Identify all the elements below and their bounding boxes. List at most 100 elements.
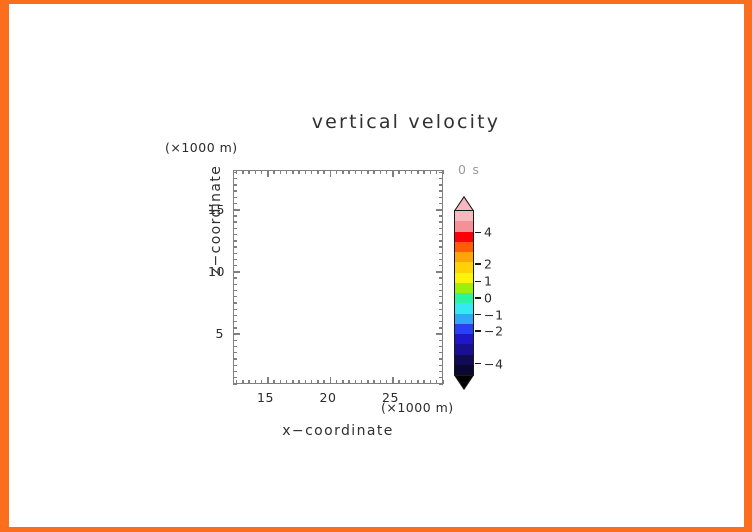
x-axis-minor-tick (398, 170, 400, 174)
y-axis-minor-tick (233, 277, 237, 279)
y-axis-minor-tick (233, 302, 237, 304)
colorbar-band (455, 354, 473, 365)
x-axis-minor-tick (385, 170, 388, 174)
y-axis-tick-label: 10 (208, 264, 226, 280)
y-axis-minor-tick (439, 277, 443, 279)
y-axis-unit-label: (×1000 m) (165, 140, 238, 155)
y-axis-minor-tick (233, 364, 237, 366)
y-axis-minor-tick (439, 320, 443, 323)
x-axis-minor-tick (385, 380, 388, 384)
x-axis-minor-tick (273, 170, 275, 174)
x-axis-minor-tick (379, 380, 382, 384)
x-axis-major-tick (392, 377, 394, 384)
x-axis-major-tick (329, 377, 332, 384)
x-axis-minor-tick (404, 170, 407, 174)
x-axis-tick-label: 15 (257, 390, 275, 405)
y-axis-minor-tick (233, 376, 237, 379)
y-axis-minor-tick (439, 302, 443, 304)
colorbar-tick-label: 1 (484, 273, 493, 289)
colorbar-tick-label: −2 (484, 323, 504, 339)
colorbar-tick (475, 297, 481, 299)
x-axis-minor-tick (323, 170, 325, 174)
y-axis-minor-tick (439, 327, 443, 329)
x-axis-minor-tick (367, 380, 369, 384)
y-axis-major-tick (436, 333, 443, 336)
x-axis-minor-tick (310, 170, 313, 174)
y-axis-minor-tick (439, 202, 443, 205)
x-axis-minor-tick (298, 380, 300, 384)
colorbar-tick (475, 362, 481, 365)
x-axis-title: x−coordinate (282, 423, 394, 439)
x-axis-minor-tick (442, 380, 444, 384)
y-axis-minor-tick (233, 314, 237, 317)
colorbar-band (455, 211, 473, 222)
page-border-bottom (0, 527, 752, 532)
y-axis-minor-tick (439, 190, 443, 192)
y-axis-minor-tick (439, 177, 443, 180)
y-axis-major-tick (436, 209, 443, 211)
x-axis-minor-tick (429, 380, 432, 384)
x-axis-minor-tick (360, 380, 363, 384)
x-axis-minor-tick (348, 380, 350, 384)
y-axis-major-tick (233, 209, 240, 211)
y-axis-minor-tick (233, 265, 237, 267)
y-axis-minor-tick (233, 370, 237, 373)
y-axis-minor-tick (233, 352, 237, 354)
y-axis-minor-tick (233, 258, 237, 261)
y-axis-minor-tick (233, 177, 237, 180)
x-axis-minor-tick (354, 170, 357, 174)
colorbar-band (455, 252, 473, 263)
x-axis-minor-tick (354, 380, 357, 384)
colorbar-band (455, 282, 473, 293)
colorbar-upper-extend-arrow (454, 196, 474, 211)
colorbar-tick (475, 263, 481, 265)
x-axis-minor-tick (335, 380, 338, 384)
x-axis-minor-tick (235, 380, 238, 384)
x-axis-minor-tick (248, 170, 250, 174)
x-axis-major-tick (267, 170, 269, 177)
x-axis-minor-tick (417, 170, 419, 174)
x-axis-tick-label: 20 (319, 390, 337, 405)
x-axis-minor-tick (285, 380, 288, 384)
x-axis-minor-tick (417, 380, 419, 384)
y-axis-minor-tick (439, 314, 443, 317)
x-axis-minor-tick (435, 170, 438, 174)
y-axis-minor-tick (439, 296, 443, 298)
y-axis-minor-tick (233, 202, 237, 205)
y-axis-minor-tick (233, 320, 237, 323)
y-axis-minor-tick (439, 246, 443, 248)
y-axis-minor-tick (439, 227, 443, 230)
y-axis-minor-tick (439, 370, 443, 373)
y-axis-minor-tick (233, 327, 237, 329)
y-axis-minor-tick (439, 364, 443, 366)
x-axis-minor-tick (285, 170, 288, 174)
y-axis-minor-tick (233, 289, 237, 292)
x-axis-minor-tick (317, 170, 319, 174)
y-axis-major-tick (233, 271, 240, 273)
y-axis-minor-tick (233, 358, 237, 360)
y-axis-minor-tick (233, 240, 237, 242)
colorbar-band (455, 303, 473, 314)
y-axis-minor-tick (439, 345, 443, 348)
colorbar-tick (475, 280, 481, 283)
y-axis-minor-tick (439, 308, 443, 310)
y-axis-tick-label: 15 (208, 201, 226, 217)
x-axis-minor-tick (317, 380, 319, 384)
y-axis-minor-tick (233, 215, 237, 217)
colorbar-band (455, 364, 473, 375)
y-axis-minor-tick (439, 339, 443, 342)
x-axis-minor-tick (254, 380, 257, 384)
y-axis-minor-tick (233, 283, 237, 286)
x-axis-major-tick (329, 170, 332, 177)
y-axis-major-tick (436, 271, 443, 273)
x-axis-minor-tick (254, 170, 257, 174)
page-border-left (0, 0, 9, 532)
y-axis-minor-tick (439, 252, 443, 254)
x-axis-minor-tick (260, 380, 263, 384)
y-axis-minor-tick (439, 240, 443, 242)
x-axis-minor-tick (335, 170, 338, 174)
x-axis-minor-tick (410, 170, 413, 174)
y-axis-minor-tick (439, 283, 443, 286)
x-axis-minor-tick (292, 170, 294, 174)
y-axis-minor-tick (233, 246, 237, 248)
